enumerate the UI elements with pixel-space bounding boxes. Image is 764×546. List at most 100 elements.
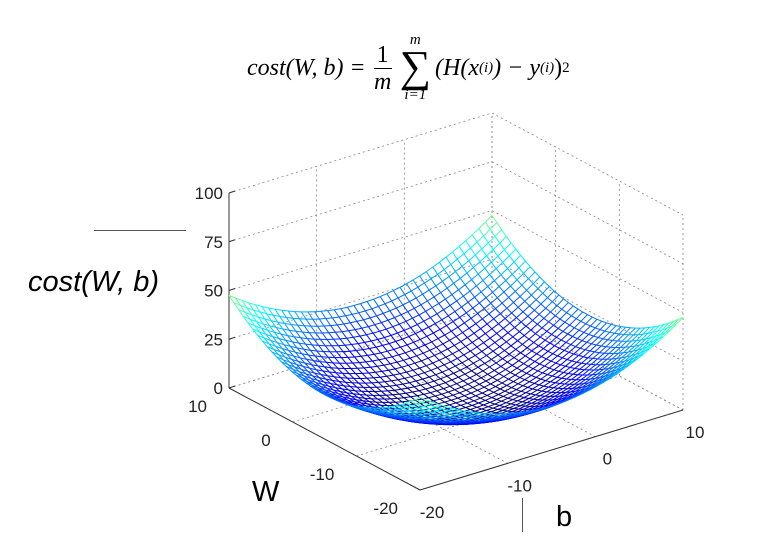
surface-mesh-line: [480, 360, 485, 364]
surface-mesh-line: [493, 406, 500, 409]
surface-mesh-line: [512, 413, 519, 414]
surface-mesh-line: [389, 341, 396, 343]
surface-mesh-line: [490, 338, 495, 342]
surface-mesh-line: [495, 230, 502, 237]
surface-mesh-line: [442, 369, 449, 372]
surface-mesh-line: [562, 309, 567, 312]
surface-mesh-line: [374, 377, 381, 378]
surface-mesh-line: [470, 347, 477, 351]
surface-mesh-line: [355, 330, 360, 337]
surface-mesh-line: [540, 392, 547, 396]
surface-mesh-line: [594, 330, 601, 337]
surface-mesh-line: [445, 331, 452, 335]
surface-mesh-line: [510, 323, 515, 327]
surface-mesh-line: [571, 345, 576, 347]
surface-mesh-line: [409, 337, 414, 343]
surface-mesh-line: [403, 383, 410, 384]
surface-mesh-line: [388, 390, 395, 391]
surface-mesh-line: [564, 350, 569, 352]
surface-mesh-line: [515, 291, 520, 296]
surface-mesh-line: [546, 381, 551, 382]
surface-mesh-line: [369, 347, 376, 348]
surface-mesh-line: [441, 288, 448, 293]
surface-mesh-line: [468, 384, 473, 387]
surface-mesh-line: [575, 368, 580, 369]
surface-mesh-line: [372, 382, 379, 383]
surface-mesh-line: [525, 380, 530, 382]
surface-mesh-line: [399, 353, 406, 355]
surface-mesh-line: [359, 363, 364, 368]
surface-mesh-line: [565, 316, 572, 322]
surface-mesh-line: [398, 330, 405, 333]
surface-mesh-line: [408, 308, 415, 311]
surface-mesh-line: [427, 336, 432, 342]
surface-mesh-line: [456, 337, 461, 342]
surface-mesh-line: [354, 304, 361, 306]
surface-mesh-line: [399, 324, 404, 330]
surface-mesh-line: [372, 306, 379, 308]
surface-mesh-line: [607, 323, 612, 325]
surface-mesh-line: [479, 381, 486, 384]
surface-mesh-line: [549, 363, 556, 368]
surface-mesh-line: [489, 314, 494, 319]
surface-mesh-line: [485, 363, 490, 367]
surface-mesh-line: [490, 333, 497, 338]
surface-mesh-line: [487, 324, 492, 329]
surface-mesh-line: [625, 347, 630, 348]
surface-mesh-line: [375, 371, 382, 372]
surface-mesh-line: [542, 387, 549, 391]
surface-mesh-line: [472, 274, 479, 280]
surface-mesh-line: [442, 281, 447, 288]
surface-mesh-line: [516, 390, 521, 392]
surface-mesh-line: [418, 283, 425, 287]
surface-mesh-line: [454, 345, 459, 350]
surface-mesh-line: [350, 351, 357, 352]
surface-mesh-line: [600, 323, 607, 330]
surface-mesh-line: [464, 254, 469, 261]
surface-mesh-line: [536, 328, 543, 334]
surface-mesh-line: [525, 295, 532, 301]
surface-mesh-line: [505, 250, 510, 256]
surface-mesh-line: [475, 297, 480, 303]
surface-mesh-line: [564, 368, 571, 373]
surface-mesh-line: [398, 380, 403, 384]
surface-mesh-line: [536, 391, 543, 395]
surface-mesh-line: [519, 393, 526, 397]
surface-mesh-line: [495, 401, 502, 404]
surface-mesh-line: [560, 384, 565, 385]
surface-mesh-line: [331, 326, 336, 333]
surface-mesh-line: [495, 236, 500, 243]
surface-mesh-line: [514, 353, 521, 358]
surface-mesh-line: [455, 366, 460, 370]
surface-mesh-line: [474, 333, 479, 338]
surface-mesh-line: [389, 369, 396, 370]
surface-mesh-line: [605, 364, 610, 365]
surface-mesh-line: [584, 332, 589, 334]
surface-mesh-line: [426, 267, 433, 272]
surface-mesh-line: [543, 349, 548, 352]
surface-mesh-line: [432, 303, 439, 307]
surface-mesh-line: [577, 357, 584, 363]
surface-mesh-line: [497, 292, 504, 298]
surface-mesh-line: [344, 323, 351, 324]
surface-mesh-line: [407, 342, 414, 345]
surface-mesh-line: [487, 395, 492, 397]
surface-mesh-line: [460, 420, 467, 421]
surface-mesh-line: [452, 295, 457, 301]
surface-mesh-line: [356, 351, 361, 357]
surface-mesh-line: [453, 395, 458, 398]
surface-mesh-line: [493, 374, 500, 378]
surface-mesh-line: [450, 414, 457, 415]
surface-mesh-line: [355, 357, 360, 363]
surface-mesh-line: [533, 385, 540, 389]
surface-mesh-line: [482, 390, 489, 393]
surface-mesh-line: [610, 332, 615, 333]
surface-mesh-line: [432, 387, 437, 391]
surface-mesh-line: [541, 375, 548, 380]
surface-mesh-line: [441, 379, 446, 383]
surface-mesh-line: [367, 378, 374, 379]
surface-mesh-line: [346, 382, 353, 383]
surface-mesh-line: [328, 311, 333, 318]
surface-mesh-line: [469, 398, 474, 400]
surface-mesh-line: [483, 371, 488, 374]
